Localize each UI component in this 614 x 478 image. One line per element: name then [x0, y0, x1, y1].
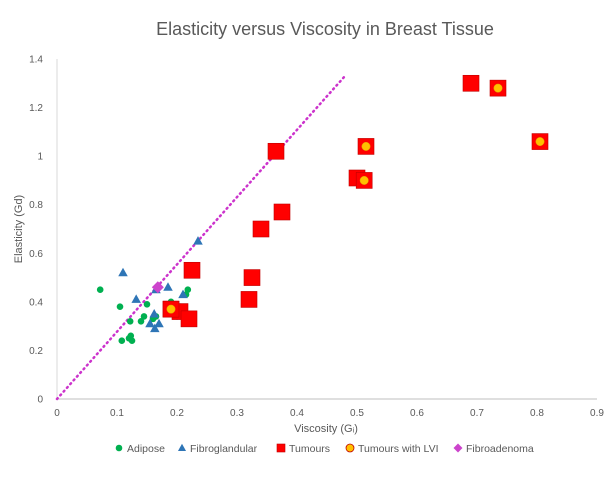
y-tick-label: 0.4 [29, 297, 43, 308]
adipose-point [137, 317, 145, 325]
legend-label: Fibroadenoma [466, 443, 534, 455]
legend-marker-fibroadenoma [453, 443, 463, 453]
fibroglandular-point [149, 309, 159, 318]
adipose-point [143, 300, 151, 308]
fibroglandular-point [178, 289, 188, 299]
legend-label: Fibroglandular [190, 443, 258, 455]
legend-label: Adipose [127, 443, 165, 455]
x-axis-label: Viscosity (Gᵢ) [294, 423, 358, 435]
trendline-group [55, 74, 347, 401]
tumour-point [180, 310, 198, 328]
x-tick-label: 0.6 [410, 408, 424, 419]
x-tick-label: 0.7 [470, 408, 484, 419]
tumour-point [267, 142, 285, 160]
legend-marker-tumour [276, 443, 286, 453]
fibroglandular-point [193, 236, 203, 245]
legend-marker-fibroglandular [177, 443, 187, 451]
y-tick-labels: 0 0.2 0.4 0.6 0.8 1 1.2 1.4 [29, 55, 43, 406]
y-axis-label: Elasticity (Gd) [13, 195, 25, 263]
tumour-lvi-point [357, 138, 375, 155]
y-tick-label: 1.2 [29, 103, 43, 114]
adipose-point [140, 313, 148, 320]
tumour-point [243, 269, 261, 286]
data-points [96, 74, 549, 345]
legend-item: Adipose [115, 443, 165, 455]
x-tick-label: 0.3 [230, 408, 244, 419]
x-tick-label: 0.2 [170, 408, 184, 419]
tumour-lvi-point [531, 133, 549, 150]
adipose-point [184, 286, 192, 294]
fibroadenoma-point [151, 281, 164, 294]
x-tick-label: 0.4 [290, 408, 304, 419]
adipose-point [96, 286, 104, 294]
x-tick-label: 0 [54, 408, 60, 419]
legend-item: Fibroadenoma [453, 443, 534, 455]
fibroglandular-point [118, 267, 128, 277]
fibroglandular-point [163, 282, 173, 291]
x-tick-label: 0.5 [350, 408, 364, 419]
adipose-point [126, 317, 134, 325]
tumour-point [462, 74, 480, 92]
legend: Adipose Fibroglandular Tumours Tumours with… [115, 443, 534, 455]
legend-label: Tumours [289, 443, 330, 455]
y-tick-label: 0.2 [29, 346, 43, 357]
trendline [55, 74, 347, 401]
y-tick-label: 1.4 [29, 55, 43, 66]
legend-marker-tumour-lvi [345, 443, 355, 453]
fibroglandular-point [131, 294, 141, 303]
tumour-lvi-point [355, 172, 373, 189]
x-tick-labels: 0 0.1 0.2 0.3 0.4 0.5 0.6 0.7 0.8 0.9 [54, 408, 604, 419]
y-tick-label: 0.6 [29, 249, 43, 260]
y-tick-label: 0.8 [29, 200, 43, 211]
chart-title: Elasticity versus Viscosity in Breast Ti… [156, 19, 494, 39]
adipose-point [118, 337, 126, 345]
tumour-lvi-point [489, 79, 507, 97]
x-tick-label: 0.9 [590, 408, 604, 419]
fibroglandular-point [154, 318, 164, 328]
tumour-point [252, 220, 270, 238]
fibroglandular-point [150, 323, 160, 333]
tumour-point [273, 203, 291, 221]
tumour-point [183, 261, 201, 279]
y-tick-label: 1 [37, 152, 43, 163]
adipose-point [128, 337, 136, 345]
adipose-point [116, 303, 124, 311]
legend-label: Tumours with LVI [358, 443, 439, 455]
y-tick-label: 0 [37, 395, 43, 406]
legend-item: Tumours with LVI [345, 443, 439, 455]
tumour-point [240, 291, 258, 308]
x-tick-label: 0.1 [110, 408, 124, 419]
legend-item: Fibroglandular [177, 443, 258, 455]
legend-item: Tumours [276, 443, 330, 455]
legend-marker-adipose [115, 444, 123, 452]
tumour-lvi-point [162, 300, 180, 318]
fibroglandular-point [145, 318, 155, 328]
x-tick-label: 0.8 [530, 408, 544, 419]
